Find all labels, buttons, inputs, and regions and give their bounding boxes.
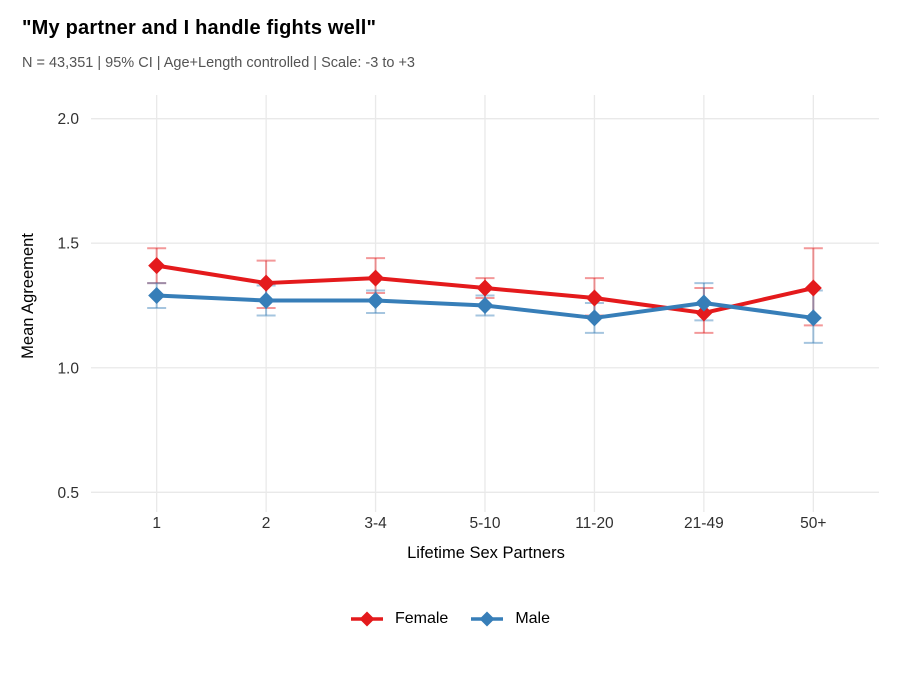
- y-tick-label: 0.5: [57, 485, 79, 502]
- y-tick-label: 2.0: [57, 111, 79, 128]
- point-male-5-10: [476, 296, 494, 314]
- point-female-11-20: [585, 289, 603, 307]
- legend-key-diamond: [479, 611, 495, 627]
- series-points: [148, 257, 822, 327]
- point-male-50+: [804, 309, 822, 327]
- legend: Female Male: [0, 609, 900, 629]
- y-axis-title: Mean Agreement: [19, 233, 37, 359]
- x-tick-label: 50+: [800, 515, 826, 532]
- legend-label: Female: [394, 610, 449, 627]
- point-female-1: [148, 257, 166, 275]
- chart-subtitle: N = 43,351 | 95% CI | Age+Length control…: [22, 55, 415, 71]
- legend-item-female: Female: [350, 609, 448, 629]
- point-female-21-49: [695, 304, 713, 322]
- x-tick-labels: 1 2 3-4 5-10 11-20 21-49 50+: [152, 515, 826, 532]
- y-tick-label: 1.5: [57, 236, 79, 253]
- x-axis-title: Lifetime Sex Partners: [407, 544, 565, 562]
- chart-title: "My partner and I handle fights well": [22, 17, 377, 39]
- point-female-50+: [804, 279, 822, 297]
- x-tick-label: 3-4: [364, 515, 387, 532]
- point-male-3-4: [367, 292, 385, 309]
- point-female-3-4: [367, 269, 385, 287]
- point-male-2: [257, 292, 275, 309]
- point-male-11-20: [585, 309, 603, 327]
- x-tick-label: 5-10: [469, 515, 500, 532]
- point-female-5-10: [476, 279, 494, 297]
- x-tick-label: 11-20: [575, 515, 614, 532]
- point-male-1: [148, 287, 166, 305]
- y-tick-label: 1.0: [57, 360, 79, 377]
- legend-key-diamond: [359, 611, 375, 627]
- legend-key-male: [471, 611, 504, 627]
- x-tick-label: 2: [262, 515, 271, 532]
- legend-key-female: [350, 611, 383, 627]
- legend-item-male: Male: [470, 609, 550, 629]
- point-male-21-49: [695, 294, 713, 312]
- point-female-2: [257, 274, 275, 292]
- x-tick-label: 1: [152, 515, 161, 532]
- y-tick-labels: 0.5 1.0 1.5 2.0: [57, 111, 79, 502]
- x-tick-label: 21-49: [684, 515, 724, 532]
- legend-label: Male: [515, 610, 551, 627]
